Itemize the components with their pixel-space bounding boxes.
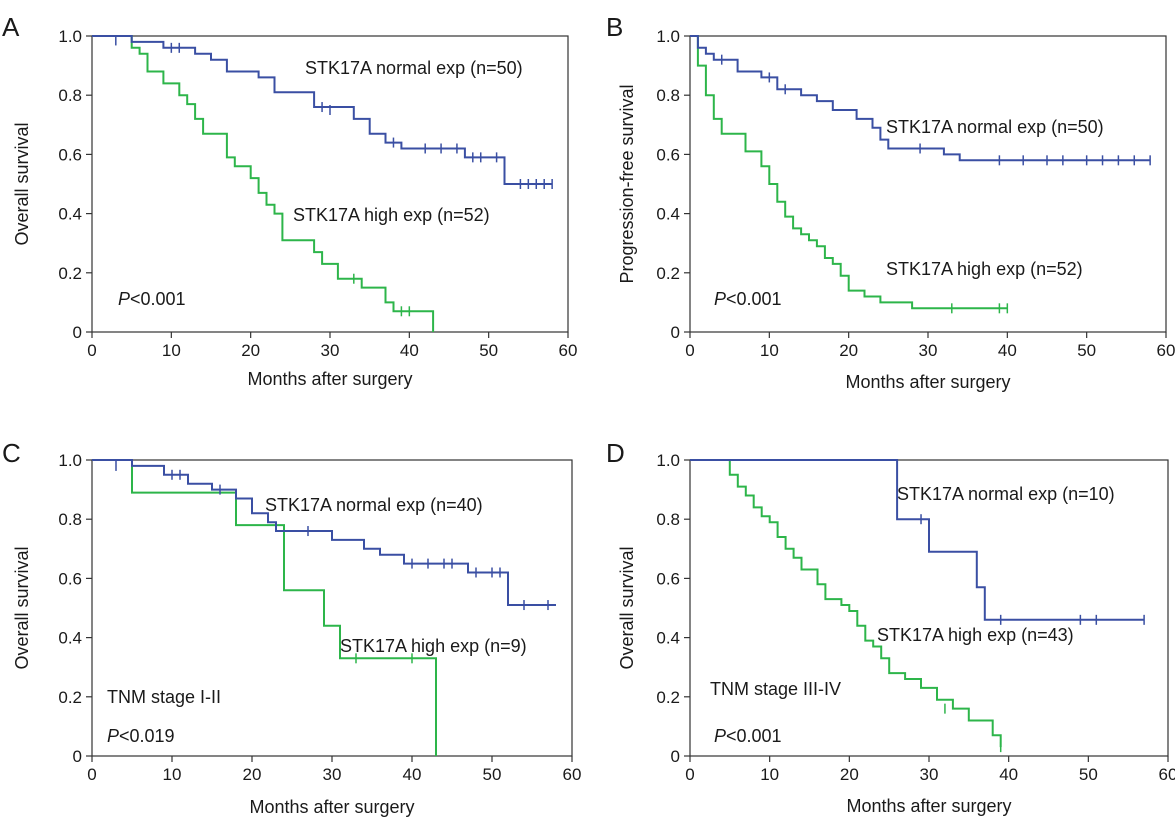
y-tick-label: 0 xyxy=(73,747,82,766)
panel-c: C 0 0.2 0.4 0.6 0.8 1.0 0 10 20 30 40 50 60 Months aft… xyxy=(2,438,581,817)
x-axis-label: Months after surgery xyxy=(247,369,412,389)
survival-curve-high xyxy=(92,35,435,332)
p-value: P<0.001 xyxy=(714,726,782,746)
y-axis-label: Overall survival xyxy=(12,122,32,245)
panel-b: B 0 0.2 0.4 0.6 0.8 1.0 0 10 20 30 40 50 60 Months aft… xyxy=(606,12,1175,392)
series-label-normal: STK17A normal exp (n=40) xyxy=(265,495,483,515)
p-value: P<0.019 xyxy=(107,726,175,746)
survival-curve-high xyxy=(690,459,1002,748)
x-tick-label: 30 xyxy=(919,341,938,360)
y-tick-label: 0.8 xyxy=(58,510,82,529)
x-tick-label: 0 xyxy=(685,341,694,360)
y-tick-label: 0.6 xyxy=(656,569,680,588)
series-label-normal: STK17A normal exp (n=50) xyxy=(305,58,523,78)
y-axis-label: Progression-free survival xyxy=(617,84,637,283)
y-tick-label: 0.4 xyxy=(656,205,680,224)
x-tick-label: 10 xyxy=(163,765,182,784)
x-axis-label: Months after surgery xyxy=(249,797,414,817)
x-tick-label: 0 xyxy=(685,765,694,784)
y-tick-label: 0 xyxy=(671,323,680,342)
x-tick-label: 50 xyxy=(483,765,502,784)
panel-letter: A xyxy=(2,12,20,42)
panel-letter: B xyxy=(606,12,623,42)
y-tick-label: 0 xyxy=(73,323,82,342)
panel-a: A 0 0.2 0.4 0.6 0.8 1.0 0 10 20 30 40 50 60 Months aft… xyxy=(2,12,577,389)
y-tick-label: 0.4 xyxy=(58,629,82,648)
x-tick-label: 10 xyxy=(760,765,779,784)
stage-label: TNM stage III-IV xyxy=(710,679,841,699)
y-tick-label: 0.2 xyxy=(656,688,680,707)
y-tick-label: 0.2 xyxy=(58,688,82,707)
x-tick-label: 60 xyxy=(559,341,578,360)
survival-curve-normal xyxy=(690,35,1151,162)
series-label-high: STK17A high exp (n=52) xyxy=(293,205,490,225)
x-tick-label: 50 xyxy=(1079,765,1098,784)
y-tick-label: 1.0 xyxy=(656,27,680,46)
y-tick-label: 1.0 xyxy=(58,451,82,470)
y-axis-label: Overall survival xyxy=(12,546,32,669)
series-label-normal: STK17A normal exp (n=10) xyxy=(897,484,1115,504)
panel-letter: D xyxy=(606,438,625,468)
y-tick-label: 0.6 xyxy=(58,145,82,164)
p-value: P<0.001 xyxy=(118,289,186,309)
plot-frame xyxy=(689,35,1167,333)
panel-d: D 0 0.2 0.4 0.6 0.8 1.0 0 10 20 30 40 50 60 Months aft… xyxy=(606,438,1175,816)
x-axis-label: Months after surgery xyxy=(845,372,1010,392)
y-tick-label: 0.2 xyxy=(58,264,82,283)
x-tick-label: 30 xyxy=(321,341,340,360)
x-tick-label: 10 xyxy=(162,341,181,360)
x-tick-label: 20 xyxy=(839,341,858,360)
x-tick-label: 20 xyxy=(840,765,859,784)
y-tick-label: 0.6 xyxy=(656,145,680,164)
x-tick-label: 40 xyxy=(999,765,1018,784)
y-tick-label: 0.4 xyxy=(58,205,82,224)
survival-curve-high xyxy=(690,35,1008,310)
plot-frame xyxy=(689,459,1169,757)
x-tick-label: 50 xyxy=(479,341,498,360)
x-tick-label: 50 xyxy=(1077,341,1096,360)
y-tick-label: 1.0 xyxy=(656,451,680,470)
p-value: P<0.001 xyxy=(714,289,782,309)
survival-curve-normal xyxy=(92,459,556,606)
y-tick-label: 0.4 xyxy=(656,629,680,648)
series-label-high: STK17A high exp (n=52) xyxy=(886,259,1083,279)
y-tick-label: 0.8 xyxy=(656,510,680,529)
x-tick-label: 60 xyxy=(1157,341,1175,360)
x-tick-label: 0 xyxy=(87,341,96,360)
y-tick-label: 0.6 xyxy=(58,569,82,588)
y-axis-label: Overall survival xyxy=(617,546,637,669)
panel-letter: C xyxy=(2,438,21,468)
stage-label: TNM stage I-II xyxy=(107,687,221,707)
y-tick-label: 0.8 xyxy=(58,86,82,105)
x-tick-label: 10 xyxy=(760,341,779,360)
x-tick-label: 30 xyxy=(323,765,342,784)
series-label-high: STK17A high exp (n=43) xyxy=(877,625,1074,645)
series-label-high: STK17A high exp (n=9) xyxy=(340,636,527,656)
x-tick-label: 20 xyxy=(241,341,260,360)
y-tick-label: 0.2 xyxy=(656,264,680,283)
survival-curve-normal xyxy=(92,35,553,185)
x-tick-label: 40 xyxy=(403,765,422,784)
y-tick-label: 0 xyxy=(671,747,680,766)
x-axis-label: Months after surgery xyxy=(846,796,1011,816)
x-tick-label: 20 xyxy=(243,765,262,784)
x-tick-label: 30 xyxy=(920,765,939,784)
series-label-normal: STK17A normal exp (n=50) xyxy=(886,117,1104,137)
survival-curve-normal xyxy=(690,459,1145,621)
y-tick-label: 1.0 xyxy=(58,27,82,46)
survival-curve-high xyxy=(92,459,437,756)
y-tick-label: 0.8 xyxy=(656,86,680,105)
x-tick-label: 40 xyxy=(998,341,1017,360)
x-tick-label: 40 xyxy=(400,341,419,360)
x-tick-label: 60 xyxy=(1159,765,1175,784)
x-tick-label: 0 xyxy=(87,765,96,784)
x-tick-label: 60 xyxy=(563,765,582,784)
